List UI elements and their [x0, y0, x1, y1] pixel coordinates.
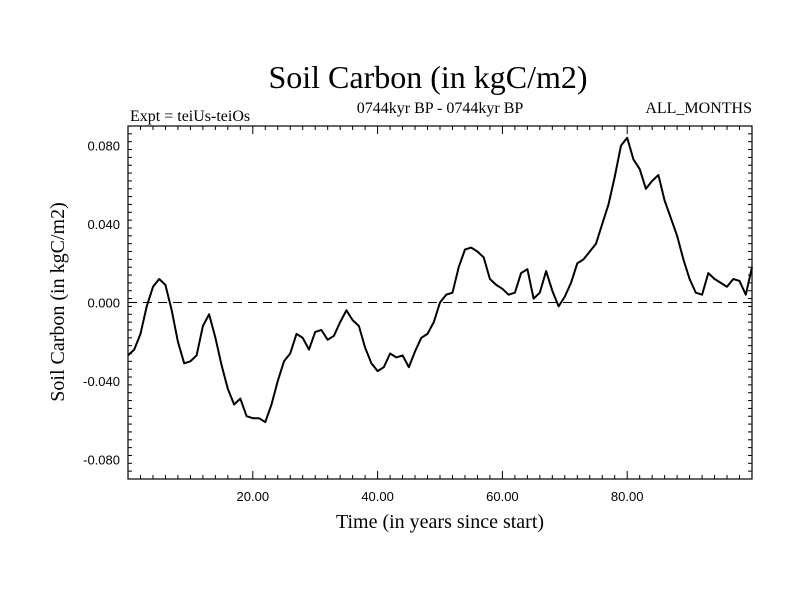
y-tick-label: 0.000: [87, 296, 120, 311]
x-tick-label: 40.00: [361, 489, 394, 504]
ticks-layer: 20.00 40.00 60.00 80.00 0.080 0.040 0.000 -0.04…: [83, 126, 752, 504]
y-axis-label: Soil Carbon (in kgC/m2): [47, 202, 69, 401]
experiment-label: Expt = teiUs-teiOs: [130, 108, 250, 125]
x-tick-label: 60.00: [486, 489, 519, 504]
chart-title: Soil Carbon (in kgC/m2): [268, 59, 587, 95]
months-label: ALL_MONTHS: [645, 100, 752, 117]
y-tick-label: 0.040: [87, 217, 120, 232]
time-range-label: 0744kyr BP - 0744kyr BP: [357, 100, 524, 117]
x-axis-label: Time (in years since start): [336, 511, 544, 533]
x-tick-label: 20.00: [237, 489, 270, 504]
y-tick-label: -0.080: [83, 452, 120, 467]
y-tick-label: 0.080: [87, 139, 120, 154]
series-line: [127, 136, 753, 424]
x-tick-label: 80.00: [611, 489, 644, 504]
y-tick-label: -0.040: [83, 374, 120, 389]
